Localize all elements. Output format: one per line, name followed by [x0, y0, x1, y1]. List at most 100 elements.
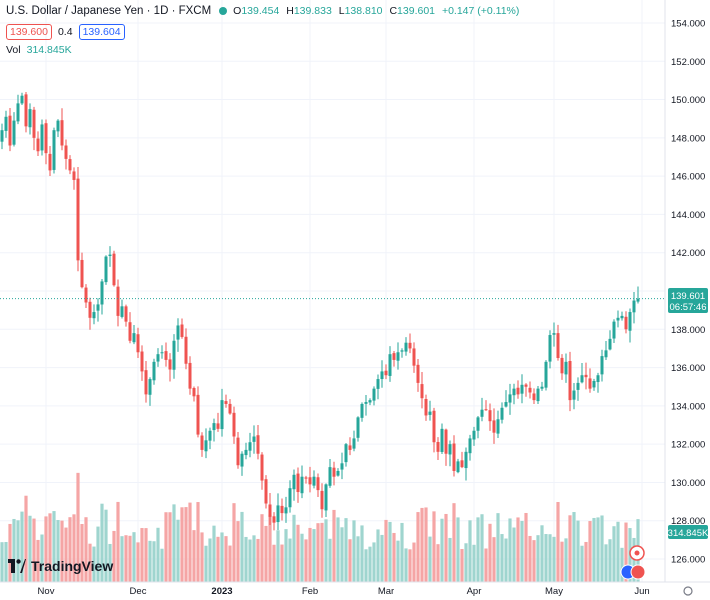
price-tick-label: 132.000 [671, 440, 705, 451]
candle-body [572, 390, 576, 400]
volume-bar [244, 536, 248, 582]
time-axis[interactable]: Nov Dec 2023 Feb Mar Apr May Jun [38, 586, 650, 597]
price-label: 139.601 06:57:46 [668, 288, 708, 313]
candle-body [632, 300, 636, 313]
volume-bar [220, 532, 224, 582]
volume-bar [52, 511, 56, 582]
price-tick-label: 126.000 [671, 555, 705, 566]
price-tick-label: 142.000 [671, 248, 705, 259]
candle-body [280, 505, 284, 514]
candle-body [120, 306, 124, 317]
volume-bar [260, 514, 264, 582]
candle-body [488, 410, 492, 422]
alert-icon[interactable] [629, 545, 645, 561]
volume-bar [324, 519, 328, 582]
candle-body [292, 474, 296, 490]
symbol-title[interactable]: U.S. Dollar / Japanese Yen · 1D · FXCM [6, 5, 212, 17]
candle-body [400, 350, 404, 352]
price-tick-label: 134.000 [671, 401, 705, 412]
quote-panel: 139.600 0.4 139.604 [6, 24, 125, 40]
candle-body [4, 116, 8, 131]
time-tick-label: May [545, 586, 563, 597]
candle-body [588, 378, 592, 389]
volume-bar [284, 529, 288, 582]
volume-bar [616, 521, 620, 582]
volume-bar [556, 502, 560, 582]
candle-body [40, 124, 44, 151]
volume-bar [280, 544, 284, 582]
volume-bar [100, 503, 104, 582]
candle-body [556, 333, 560, 359]
candle-body [228, 403, 232, 414]
candle-body [532, 393, 536, 401]
chart-header: U.S. Dollar / Japanese Yen · 1D · FXCM O… [6, 5, 523, 17]
volume-bar [328, 538, 332, 582]
candle-body [248, 442, 252, 451]
candle-body [508, 394, 512, 403]
brand-name: TradingView [31, 558, 114, 574]
volume-bar [68, 517, 72, 582]
candle-body [56, 120, 60, 132]
candle-body [388, 354, 392, 376]
candle-body [44, 123, 48, 154]
volume-bar [200, 532, 204, 582]
candle-body [608, 338, 612, 350]
volume-bar [44, 516, 48, 582]
volume-bar [36, 539, 40, 582]
candle-body [520, 384, 524, 394]
volume-bar [528, 535, 532, 582]
candle-body [516, 387, 520, 395]
volume-bar [508, 518, 512, 582]
volume-bar [596, 517, 600, 582]
time-tick-label: Nov [38, 586, 55, 597]
volume-bar [440, 518, 444, 582]
price-axis[interactable]: 126.000 128.000 130.000 132.000 134.000 136.0… [671, 18, 705, 565]
candle-body [12, 120, 16, 145]
time-tick-label: Jun [634, 586, 649, 597]
candle-body [324, 484, 328, 511]
sell-button[interactable]: 139.600 [6, 24, 52, 40]
volume-bar [492, 537, 496, 582]
candle-body [220, 400, 224, 430]
volume-bar [576, 520, 580, 582]
candle-body [284, 507, 288, 514]
candle-body [256, 435, 260, 454]
volume-bar [224, 536, 228, 582]
candle-body [276, 505, 280, 523]
candle-body [460, 460, 464, 468]
volume-bars [0, 472, 640, 582]
volume-bar [64, 527, 68, 582]
volume-bar [216, 536, 220, 582]
candle-body [144, 370, 148, 395]
volume-bar [396, 540, 400, 582]
tradingview-logo[interactable]: TradingView [8, 558, 113, 574]
volume-bar [168, 512, 172, 582]
volume-bar [568, 515, 572, 582]
flag-icon[interactable] [620, 564, 646, 580]
volume-bar [156, 527, 160, 582]
volume-bar [188, 502, 192, 582]
candle-body [376, 379, 380, 389]
candle-body [596, 375, 600, 383]
candle-body [548, 335, 552, 362]
volume-bar [452, 503, 456, 582]
volume-bar [120, 536, 124, 582]
candle-body [528, 387, 532, 393]
volume-bar [612, 526, 616, 582]
candle-body [168, 359, 172, 370]
candle-body [480, 409, 484, 417]
volume-legend: Vol 314.845K [6, 44, 72, 56]
volume-bar [72, 514, 76, 582]
volume-bar [96, 526, 100, 582]
buy-button[interactable]: 139.604 [78, 24, 125, 40]
settings-icon[interactable] [683, 586, 693, 596]
candle-body [48, 153, 52, 171]
volume-bar [296, 524, 300, 582]
candle-body [148, 379, 152, 395]
candle-body [540, 386, 544, 389]
volume-bar [336, 517, 340, 582]
volume-bar [320, 522, 324, 582]
volume-bar [180, 507, 184, 582]
candle-body [612, 321, 616, 339]
